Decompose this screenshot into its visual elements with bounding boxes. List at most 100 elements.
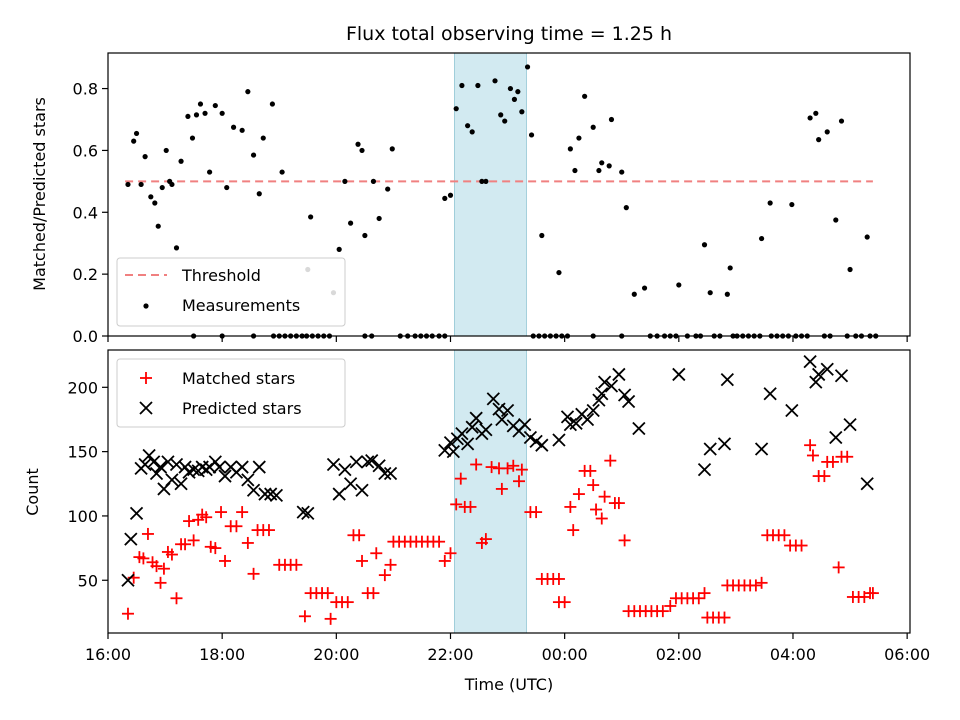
top-series0-point-17 <box>197 101 204 107</box>
bottom-series0-point-89 <box>584 464 597 477</box>
top-series0-point-21 <box>219 110 225 116</box>
top-series0-point-52 <box>483 178 489 184</box>
bottom-series1-point-84 <box>717 437 732 451</box>
xtick-label-2: 20:00 <box>313 645 359 664</box>
top-series0-point-14 <box>185 113 191 120</box>
top-series0-point-90 <box>838 118 845 124</box>
top-series0-point-47 <box>459 82 465 89</box>
top-ytick-label-0: 0.0 <box>73 327 98 346</box>
bottom-series1-point-90 <box>809 375 823 389</box>
bottom-series1-point-23 <box>218 469 232 483</box>
bottom-series0-point-91 <box>590 503 603 516</box>
top-series0-point-46 <box>453 106 459 112</box>
bottom-series0-point-105 <box>664 599 677 612</box>
top-series0-point-11 <box>169 181 175 188</box>
bottom-series1-point-76 <box>604 379 619 393</box>
bottom-series1-point-37 <box>338 462 352 477</box>
top-series0-point-26 <box>250 152 257 158</box>
bottom-series0-point-78 <box>530 506 543 519</box>
bottom-series1-point-71 <box>580 412 595 427</box>
bottom-series0-point-35 <box>298 610 311 623</box>
top-ylabel: Matched/Predicted stars <box>30 97 49 291</box>
bottom-series0-point-130 <box>804 439 817 452</box>
xtick-label-1: 18:00 <box>199 645 245 664</box>
top-series0-point-87 <box>816 137 822 143</box>
top-series0-point-65 <box>572 167 578 174</box>
top-series0-point-15 <box>189 135 196 141</box>
bottom-series1-point-34 <box>301 506 315 521</box>
bottom-series1-point-85 <box>720 372 734 387</box>
bottom-series0-point-69 <box>479 533 492 546</box>
top-series0-point-58 <box>515 89 521 95</box>
xtick-label-3: 22:00 <box>427 645 473 664</box>
bottom-series1-point-69 <box>569 416 583 430</box>
top-ytick-label-3: 0.6 <box>73 141 98 160</box>
bottom-series1-point-53 <box>469 411 483 425</box>
bottom-series1-point-44 <box>378 466 392 481</box>
xtick-label-0: 16:00 <box>85 645 131 664</box>
bottom-series1-point-4 <box>138 457 152 472</box>
bottom-series1-point-12 <box>169 457 184 472</box>
bottom-series0-point-87 <box>572 488 585 501</box>
bottom-series1-point-66 <box>552 433 566 447</box>
top-series0-point-0 <box>125 181 131 188</box>
bottom-series0-point-94 <box>604 454 617 467</box>
top-ytick-label-4: 0.8 <box>73 80 98 99</box>
bottom-legend: Matched stars Predicted stars <box>116 358 346 428</box>
top-series0-point-89 <box>833 217 839 223</box>
bottom-series0-point-34 <box>290 558 303 571</box>
bottom-series1-point-83 <box>703 442 717 456</box>
top-series0-point-38 <box>359 147 365 154</box>
top-series0-point-68 <box>590 124 596 130</box>
top-series0-point-40 <box>370 178 377 184</box>
bottom-series1-point-93 <box>829 430 843 445</box>
bottom-series0-point-122 <box>755 576 768 589</box>
bottom-series0-point-60 <box>433 535 446 548</box>
top-series0-point-35 <box>342 178 348 184</box>
top-series0-point-56 <box>507 85 514 92</box>
bottom-series0-point-46 <box>356 554 369 567</box>
top-series0-point-92 <box>864 234 870 240</box>
bottom-panel: 50 100 150 200 16:00 18:00 20:00 22:00 00:00 02:0… <box>23 349 930 694</box>
bottom-series0-point-72 <box>495 482 508 495</box>
top-series0-point-77 <box>676 282 682 288</box>
bottom-series0-point-129 <box>795 539 808 552</box>
bottom-series0-point-20 <box>209 542 222 555</box>
bottom-series0-point-73 <box>501 462 514 475</box>
bottom-series0-point-135 <box>826 455 839 468</box>
xtick-label-6: 04:00 <box>770 645 816 664</box>
bottom-series0-point-76 <box>515 463 528 476</box>
top-series0-point-50 <box>475 82 481 89</box>
top-series0-point-25 <box>245 89 251 95</box>
top-series0-point-49 <box>469 129 475 135</box>
bottom-series1-point-40 <box>355 483 369 497</box>
bottom-series0-point-138 <box>841 450 854 463</box>
top-series0-point-8 <box>159 184 165 191</box>
top-series0-point-34 <box>336 246 342 252</box>
legend-measurements-label: Measurements <box>182 296 300 315</box>
bottom-series0-point-84 <box>558 596 571 609</box>
bottom-series1-point-82 <box>697 462 712 477</box>
top-series0-point-13 <box>178 158 184 164</box>
top-series0-point-79 <box>707 290 713 296</box>
bottom-series1-point-73 <box>592 393 606 407</box>
top-series0-point-85 <box>807 115 813 121</box>
bottom-series1-point-75 <box>597 375 612 389</box>
bottom-series0-point-66 <box>464 500 477 513</box>
top-series0-point-88 <box>824 129 830 135</box>
bottom-series0-point-96 <box>612 497 625 510</box>
top-series0-point-20 <box>212 102 218 109</box>
bottom-series1-point-92 <box>820 362 834 376</box>
top-series0-point-55 <box>502 118 508 124</box>
bottom-series0-point-90 <box>587 479 600 492</box>
bottom-series0-point-97 <box>618 534 631 547</box>
top-series0-point-71 <box>606 163 612 169</box>
bottom-series0-point-50 <box>378 569 391 582</box>
bottom-series0-point-40 <box>324 612 337 625</box>
bottom-series0-point-15 <box>187 534 200 547</box>
top-series0-point-6 <box>152 200 158 206</box>
bottom-xlabel: Time (UTC) <box>464 675 553 694</box>
top-series0-point-27 <box>256 191 262 197</box>
bottom-series0-point-64 <box>454 472 467 485</box>
bottom-series1-point-55 <box>479 423 493 437</box>
